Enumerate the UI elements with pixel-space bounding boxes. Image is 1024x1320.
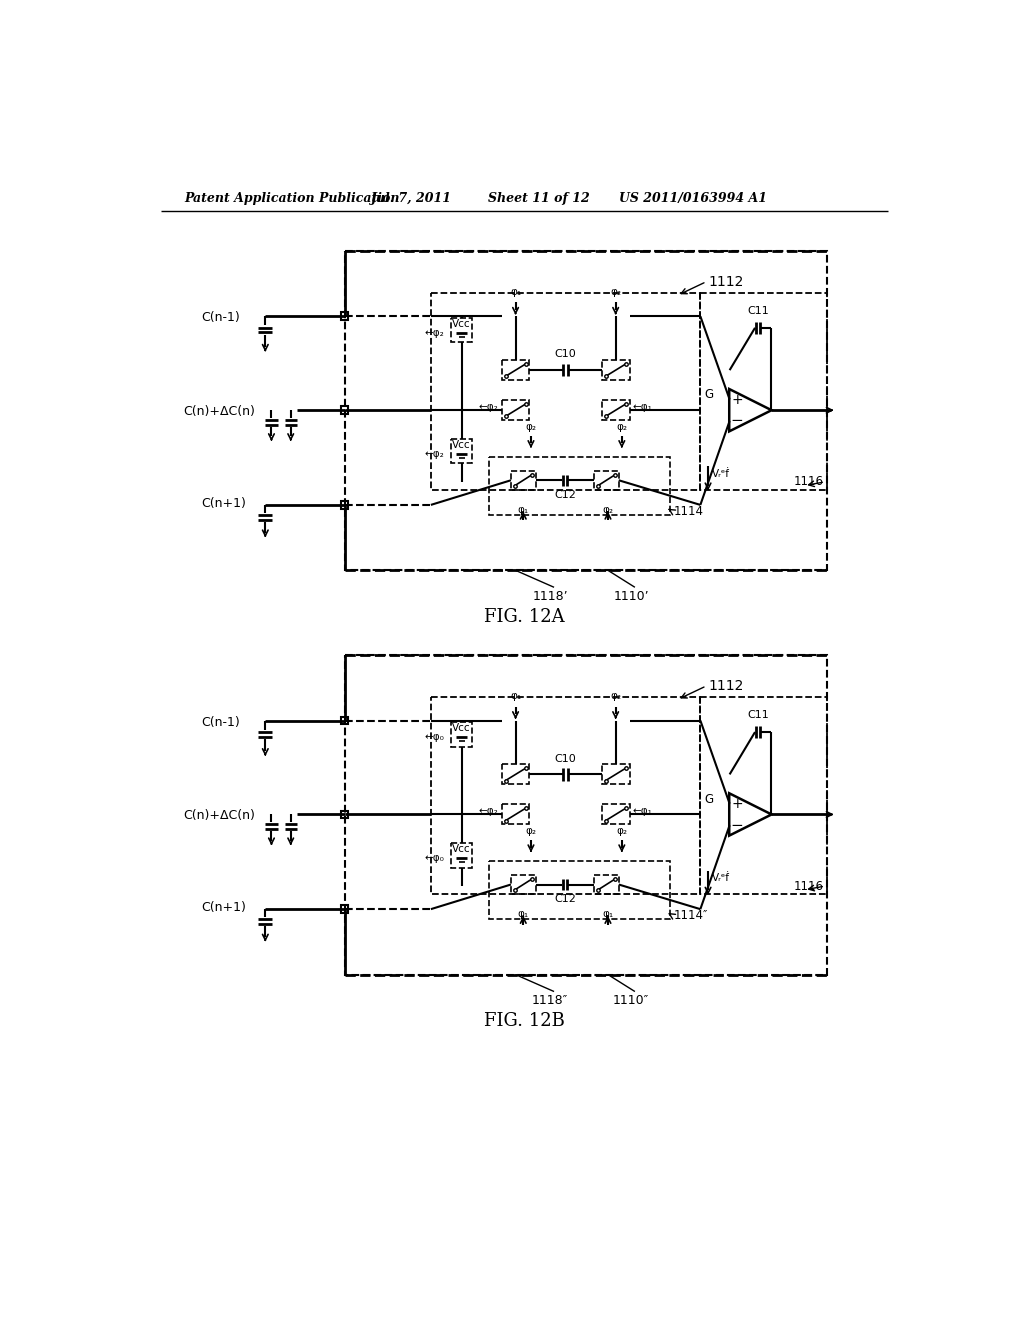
Text: 1110″: 1110″: [613, 994, 649, 1007]
Bar: [451, 722, 472, 747]
Text: 1116: 1116: [794, 475, 823, 488]
Text: C11: C11: [748, 710, 769, 721]
Text: C12: C12: [554, 490, 575, 499]
Text: ←φ₂: ←φ₂: [425, 329, 444, 338]
Text: C(n-1): C(n-1): [202, 312, 241, 325]
Text: C11: C11: [748, 306, 769, 317]
Text: ←φ₀: ←φ₀: [425, 853, 444, 863]
Text: φ₂: φ₂: [616, 826, 628, 836]
Text: φ₂: φ₂: [602, 506, 613, 515]
Text: C10: C10: [555, 754, 577, 763]
Text: G: G: [705, 388, 714, 401]
Text: φ₁: φ₁: [510, 286, 521, 297]
Bar: [594, 471, 618, 490]
Text: φ₂: φ₂: [610, 692, 622, 701]
Bar: [431, 697, 700, 894]
Text: G: G: [705, 792, 714, 805]
Text: C(n+1): C(n+1): [202, 902, 247, 915]
Text: C10: C10: [555, 350, 577, 359]
Text: 1118’: 1118’: [532, 590, 568, 603]
Text: +: +: [731, 392, 742, 407]
Bar: [700, 697, 827, 894]
Text: −: −: [730, 817, 743, 833]
Text: 1116: 1116: [794, 879, 823, 892]
Text: Patent Application Publication: Patent Application Publication: [184, 191, 400, 205]
Text: C12: C12: [554, 894, 575, 904]
Text: φ₁: φ₁: [602, 909, 613, 919]
Text: Vᴄᴄ: Vᴄᴄ: [453, 723, 471, 733]
Bar: [602, 360, 630, 380]
Text: FIG. 12B: FIG. 12B: [484, 1012, 565, 1030]
Text: φ₂: φ₂: [525, 422, 537, 432]
Text: 1112: 1112: [708, 275, 743, 289]
Text: 1110’: 1110’: [613, 590, 649, 603]
Bar: [502, 360, 529, 380]
Text: Sheet 11 of 12: Sheet 11 of 12: [487, 191, 590, 205]
Bar: [341, 502, 348, 508]
Text: ←φ₂: ←φ₂: [425, 449, 444, 459]
Text: φ₁: φ₁: [518, 506, 528, 515]
Text: FIG. 12A: FIG. 12A: [484, 607, 565, 626]
Bar: [602, 764, 630, 784]
Text: φ₂: φ₂: [610, 286, 622, 297]
Text: ←φ₂: ←φ₂: [479, 403, 499, 412]
Bar: [700, 293, 827, 490]
Text: φ₂: φ₂: [616, 422, 628, 432]
Text: Vᴄᴄ: Vᴄᴄ: [453, 843, 471, 854]
Text: Vᴄᴄ: Vᴄᴄ: [453, 440, 471, 450]
Text: C(n)+ΔC(n): C(n)+ΔC(n): [183, 405, 255, 418]
Text: ←φ₁: ←φ₁: [633, 807, 652, 816]
Bar: [341, 906, 348, 913]
Bar: [511, 471, 536, 490]
Bar: [602, 400, 630, 420]
Bar: [341, 407, 348, 414]
Text: 1114: 1114: [674, 504, 703, 517]
Text: 1118″: 1118″: [532, 994, 568, 1007]
Bar: [594, 875, 618, 894]
Bar: [451, 438, 472, 463]
Bar: [451, 843, 472, 867]
Text: Vᴄᴄ: Vᴄᴄ: [453, 319, 471, 329]
Text: 1114″: 1114″: [674, 908, 708, 921]
Bar: [488, 862, 670, 919]
Text: ←φ₂: ←φ₂: [479, 807, 499, 816]
Text: US 2011/0163994 A1: US 2011/0163994 A1: [618, 191, 767, 205]
Text: ←φ₁: ←φ₁: [633, 403, 652, 412]
Bar: [451, 318, 472, 342]
Bar: [488, 457, 670, 515]
Text: φ₁: φ₁: [518, 909, 528, 919]
Text: φ₂: φ₂: [525, 826, 537, 836]
Text: −: −: [730, 413, 743, 428]
Bar: [345, 655, 827, 974]
Bar: [602, 804, 630, 825]
Text: C(n+1): C(n+1): [202, 496, 247, 510]
Bar: [345, 251, 827, 570]
Bar: [341, 810, 348, 818]
Bar: [341, 717, 348, 725]
Text: C(n-1): C(n-1): [202, 715, 241, 729]
Text: ←φ₀: ←φ₀: [425, 733, 444, 742]
Text: +: +: [731, 797, 742, 810]
Text: Vᵣᵉḟ: Vᵣᵉḟ: [712, 874, 730, 883]
Bar: [341, 313, 348, 321]
Bar: [502, 400, 529, 420]
Text: 1112: 1112: [708, 678, 743, 693]
Text: Vᵣᵉḟ: Vᵣᵉḟ: [712, 469, 730, 479]
Bar: [431, 293, 700, 490]
Text: C(n)+ΔC(n): C(n)+ΔC(n): [183, 809, 255, 822]
Text: Jul. 7, 2011: Jul. 7, 2011: [371, 191, 453, 205]
Bar: [502, 764, 529, 784]
Text: φ₁: φ₁: [510, 692, 521, 701]
Bar: [502, 804, 529, 825]
Bar: [511, 875, 536, 894]
